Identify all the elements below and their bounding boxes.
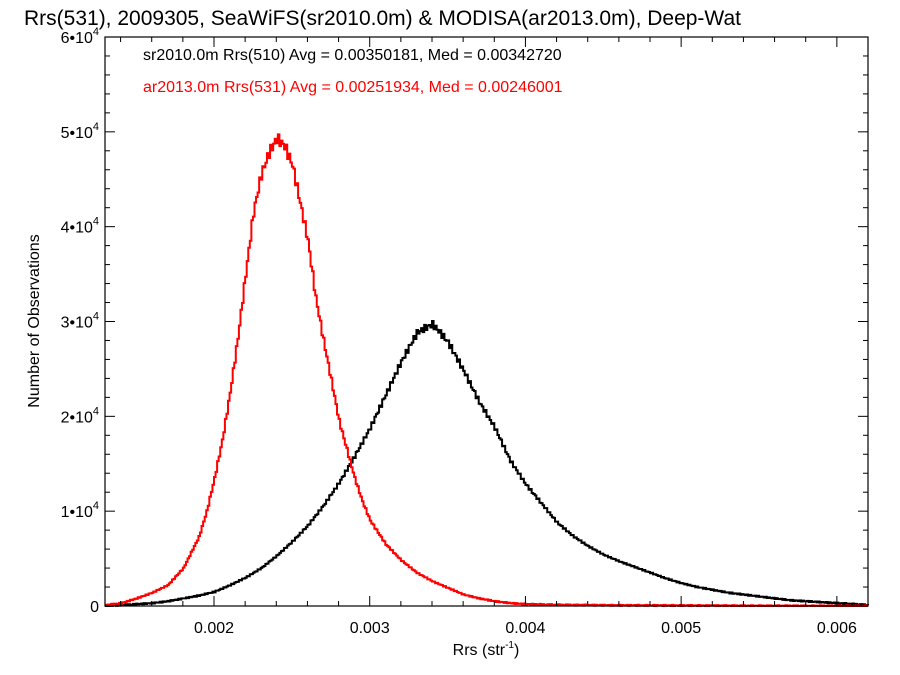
y-axis-label: Number of Observations — [26, 234, 43, 407]
chart-title: Rrs(531), 2009305, SeaWiFS(sr2010.0m) & … — [24, 7, 741, 30]
y-tick-label: 1•104 — [61, 500, 99, 521]
series-line-2 — [105, 133, 868, 607]
x-tick-label: 0.006 — [817, 620, 857, 637]
plot-frame — [104, 36, 869, 607]
legend: sr2010.0m Rrs(510) Avg = 0.00350181, Med… — [143, 47, 563, 96]
x-axis-label-superscript: -1 — [505, 640, 514, 651]
x-axis-label-main: Rrs (str — [453, 642, 506, 659]
x-tick-label: 0.002 — [194, 620, 234, 637]
x-axis-label-end: ) — [514, 642, 519, 659]
y-axis: 0 1•104 2•104 3•104 4•104 5•104 6•104 — [61, 26, 868, 616]
y-tick-label: 5•104 — [61, 121, 99, 142]
y-tick-label: 4•104 — [61, 216, 99, 237]
x-tick-label: 0.003 — [350, 620, 390, 637]
y-tick-label: 2•104 — [61, 405, 99, 426]
y-tick-label: 3•104 — [61, 311, 99, 332]
series-layer — [105, 133, 869, 607]
y-tick-label: 0 — [90, 599, 99, 616]
series-line-1 — [105, 320, 869, 607]
x-axis: 0.002 0.003 0.004 0.005 0.006 — [120, 37, 869, 637]
y-tick-label: 6•104 — [61, 26, 99, 47]
x-tick-label: 0.004 — [505, 620, 545, 637]
legend-entry-1: sr2010.0m Rrs(510) Avg = 0.00350181, Med… — [143, 47, 562, 64]
x-tick-label: 0.005 — [661, 620, 701, 637]
legend-entry-2: ar2013.0m Rrs(531) Avg = 0.00251934, Med… — [143, 79, 563, 96]
x-axis-label: Rrs (str-1) — [453, 640, 520, 659]
